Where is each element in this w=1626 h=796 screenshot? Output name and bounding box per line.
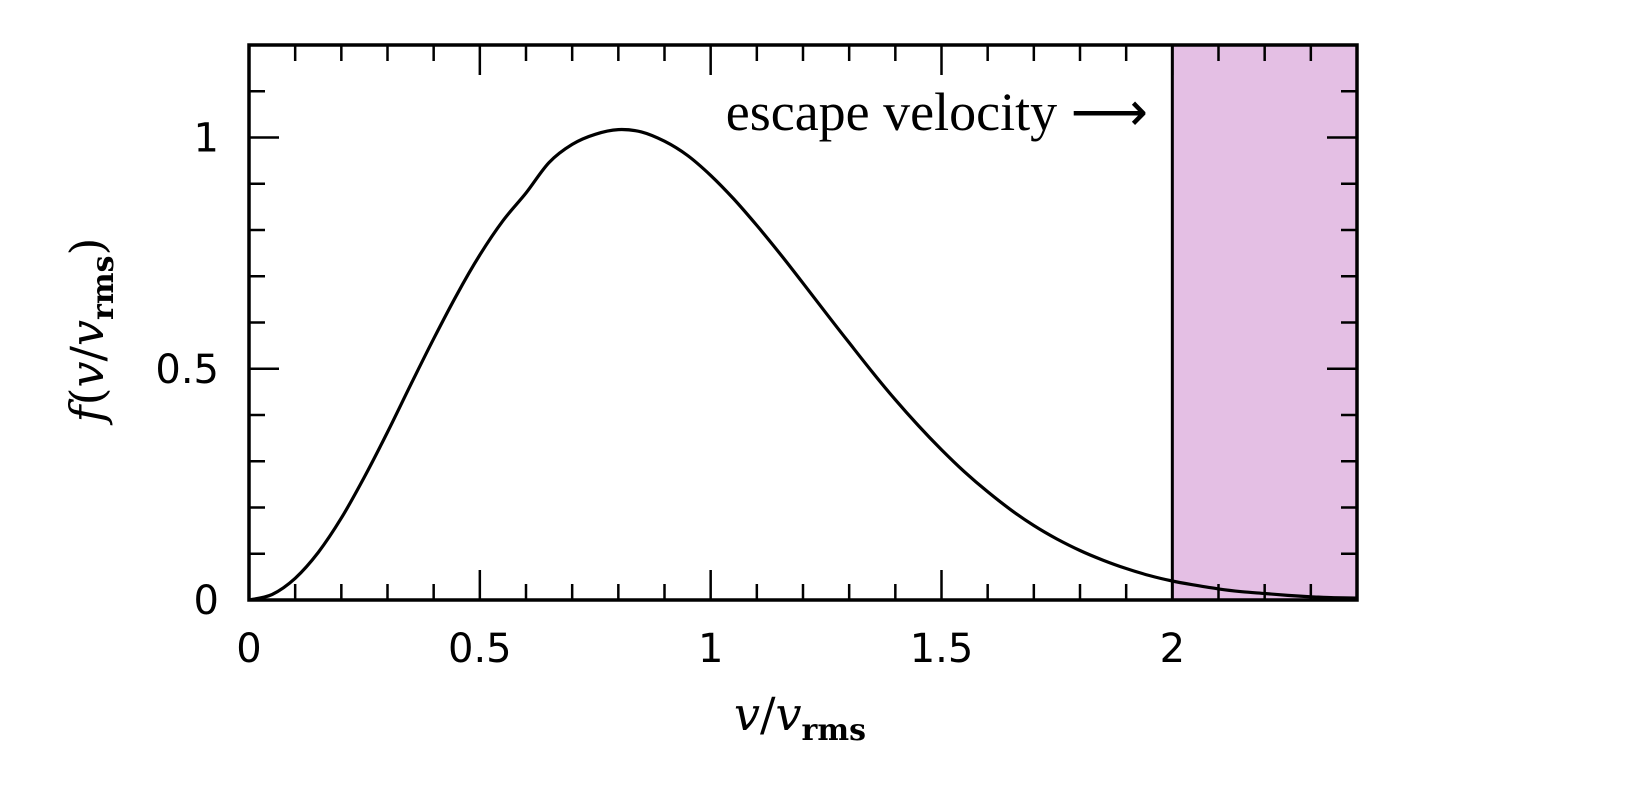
- x-tick-label: 1.5: [910, 626, 974, 672]
- y-tick-label: 0.5: [155, 347, 219, 393]
- plot-frame: [247, 43, 1359, 602]
- x-tick-label: 0.5: [448, 626, 512, 672]
- y-tick-label: 1: [194, 116, 219, 162]
- annotation-escape-velocity: escape velocity ⟶: [726, 82, 1148, 142]
- shaded-region: [1172, 45, 1357, 600]
- x-axis-label: v/vrms: [734, 687, 866, 748]
- y-tick-labels: 00.51: [155, 116, 219, 625]
- x-tick-label: 1: [698, 626, 723, 672]
- x-tick-labels: 0 0.5 1 1.5 2: [236, 626, 1185, 672]
- x-tick-label: 0: [236, 626, 261, 672]
- x-tick-label: 2: [1160, 626, 1185, 672]
- y-axis-label: f(v/vrms): [60, 238, 121, 426]
- y-tick-label: 0: [194, 578, 219, 624]
